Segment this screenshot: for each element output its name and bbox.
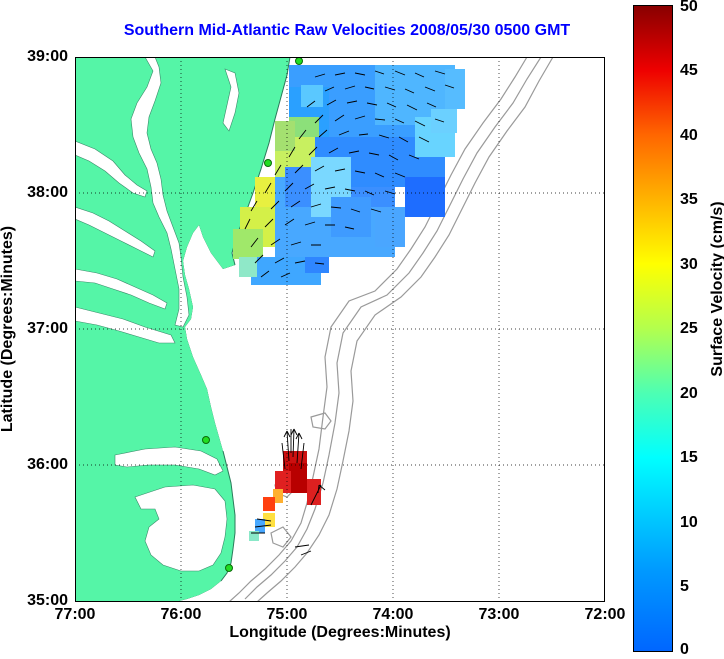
colorbar-tick: 15 xyxy=(680,449,698,466)
y-tick: 37:00 xyxy=(27,320,68,337)
x-axis-label: Longitude (Degrees:Minutes) xyxy=(229,624,451,641)
colorbar-tick: 30 xyxy=(680,256,698,273)
y-axis-label: Latitude (Degrees:Minutes) xyxy=(0,225,16,433)
colorbar-tick: 20 xyxy=(680,385,698,402)
map-plot xyxy=(75,57,605,602)
x-tick: 72:00 xyxy=(584,606,626,623)
page-title: Southern Mid-Atlantic Raw Velocities 200… xyxy=(123,22,571,39)
chesapeake-bay xyxy=(75,57,240,572)
colorbar-tick: 50 xyxy=(680,0,698,15)
colorbar-tick: 45 xyxy=(680,62,698,79)
station-marker-icon xyxy=(202,57,303,572)
velocity-arrow-icon-south xyxy=(251,428,326,556)
x-tick: 74:00 xyxy=(372,606,414,623)
y-tick: 36:00 xyxy=(27,456,68,473)
colorbar xyxy=(633,5,673,652)
y-tick: 35:00 xyxy=(27,592,68,609)
x-tick: 76:00 xyxy=(160,606,202,623)
x-tick: 75:00 xyxy=(266,606,308,623)
x-tick: 77:00 xyxy=(54,606,96,623)
velocity-arrow-icon xyxy=(244,70,455,278)
velocity-field-south xyxy=(249,451,321,541)
plot-frame xyxy=(75,57,605,602)
x-tick: 73:00 xyxy=(478,606,520,623)
velocity-field-north xyxy=(233,65,465,285)
colorbar-tick: 0 xyxy=(680,641,689,658)
colorbar-tick: 10 xyxy=(680,514,698,531)
colorbar-tick: 40 xyxy=(680,127,698,144)
y-tick: 38:00 xyxy=(27,184,68,201)
colorbar-tick: 5 xyxy=(680,578,689,595)
y-tick: 39:00 xyxy=(27,48,68,65)
colorbar-tick: 25 xyxy=(680,320,698,337)
grid-lines xyxy=(75,57,605,602)
colorbar-tick: 35 xyxy=(680,191,698,208)
colorbar-label: Surface Velocity (cm/s) xyxy=(709,201,724,377)
